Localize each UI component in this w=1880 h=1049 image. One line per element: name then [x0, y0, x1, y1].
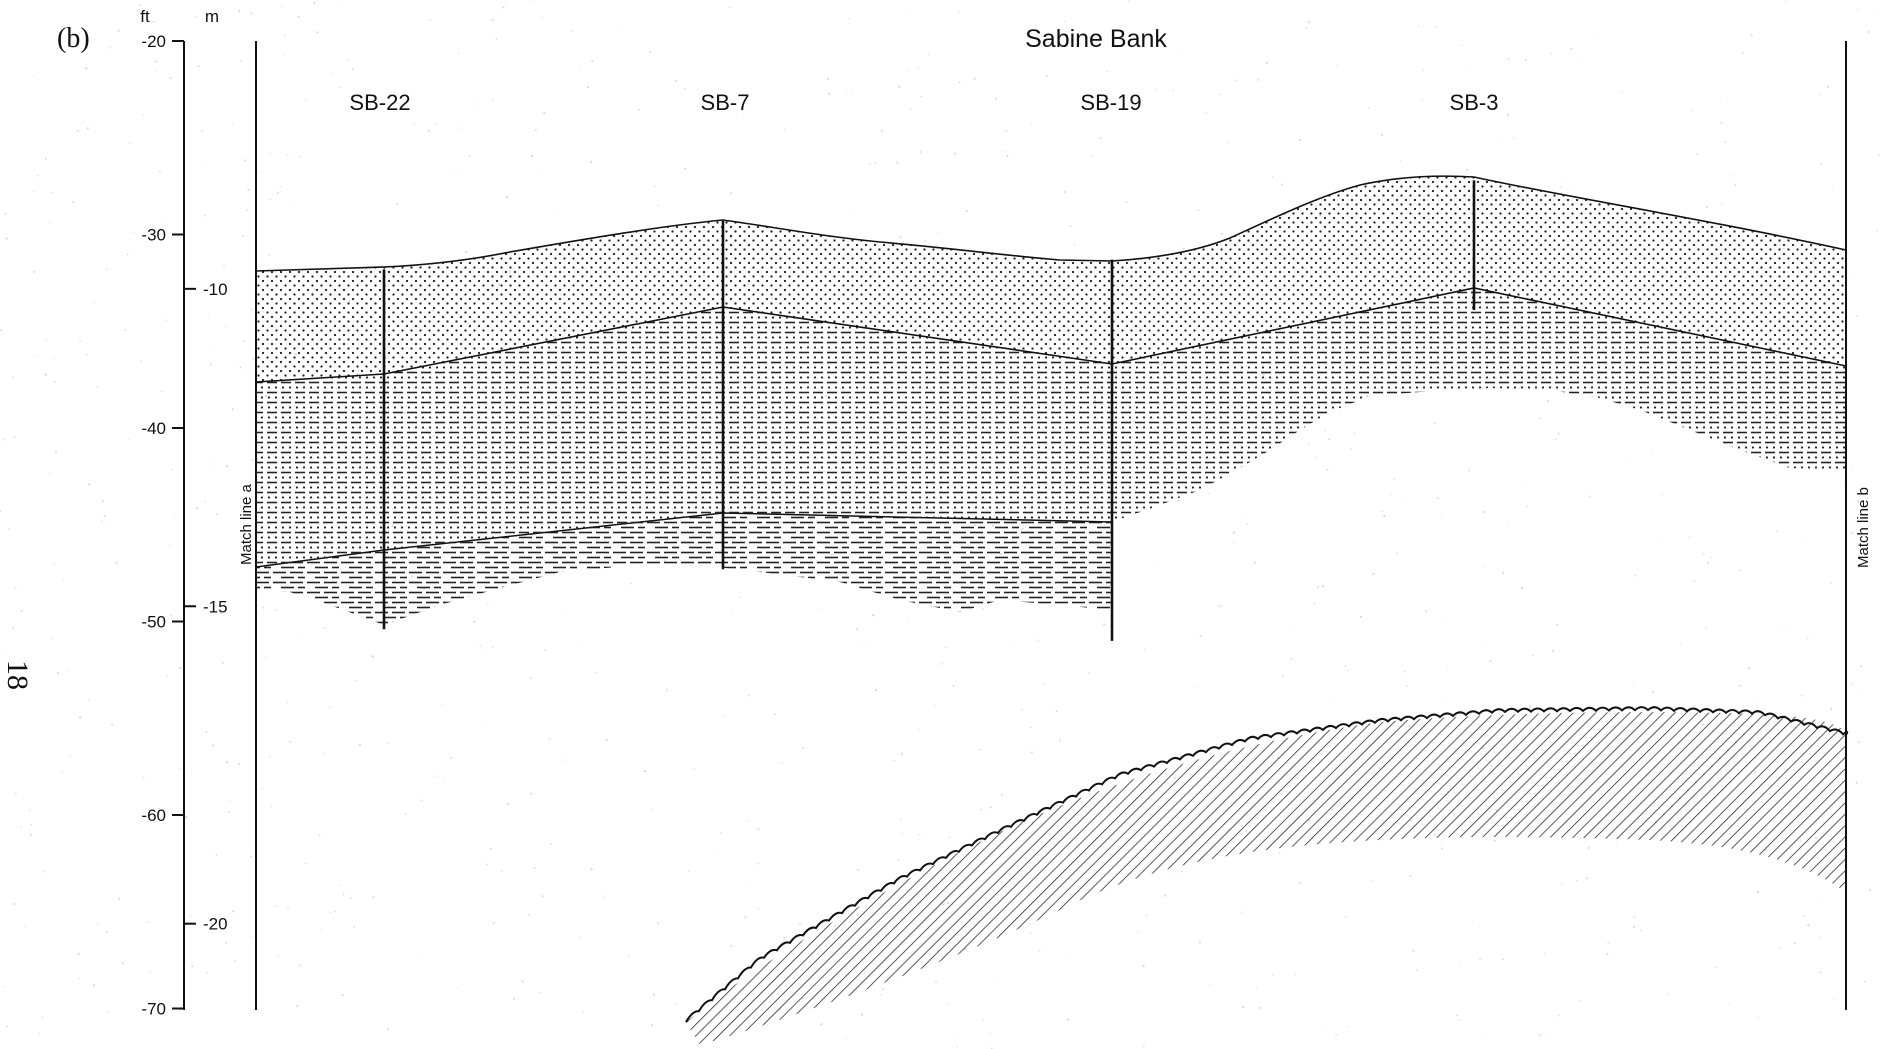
- feet-tick-label: -60: [141, 806, 166, 825]
- feet-tick-label: -70: [141, 1000, 166, 1019]
- core-label-sb-7: SB-7: [701, 90, 750, 115]
- section-title: Sabine Bank: [1025, 25, 1167, 53]
- panel-label: (b): [57, 23, 90, 54]
- middle-mud-unit: [256, 288, 1846, 567]
- meter-tick-label: -10: [203, 280, 228, 299]
- core-columns: [382, 180, 1476, 641]
- meter-tick-label: -15: [203, 597, 228, 616]
- meter-unit-label: m: [205, 7, 219, 26]
- feet-tick-label: -50: [141, 613, 166, 632]
- feet-tick-label: -20: [141, 32, 166, 51]
- match-line-left-label: Match line a: [238, 483, 255, 565]
- feet-tick-label: -30: [141, 226, 166, 245]
- upper-sand-unit: [255, 175, 1847, 383]
- feet-tick-label: -40: [141, 419, 166, 438]
- core-label-sb-22: SB-22: [349, 90, 410, 115]
- meter-axis: -10 -15 -20: [184, 280, 228, 934]
- core-label-sb-19: SB-19: [1080, 90, 1141, 115]
- feet-axis: -20 -30 -40 -50 -60 -70: [141, 32, 185, 1019]
- match-line-right-label: Match line b: [1855, 487, 1872, 568]
- meter-tick-label: -20: [203, 915, 228, 934]
- core-label-sb-3: SB-3: [1450, 90, 1499, 115]
- pleistocene-unit: [685, 706, 1849, 1045]
- page-number: 18: [1, 660, 34, 690]
- feet-unit-label: ft: [140, 7, 150, 26]
